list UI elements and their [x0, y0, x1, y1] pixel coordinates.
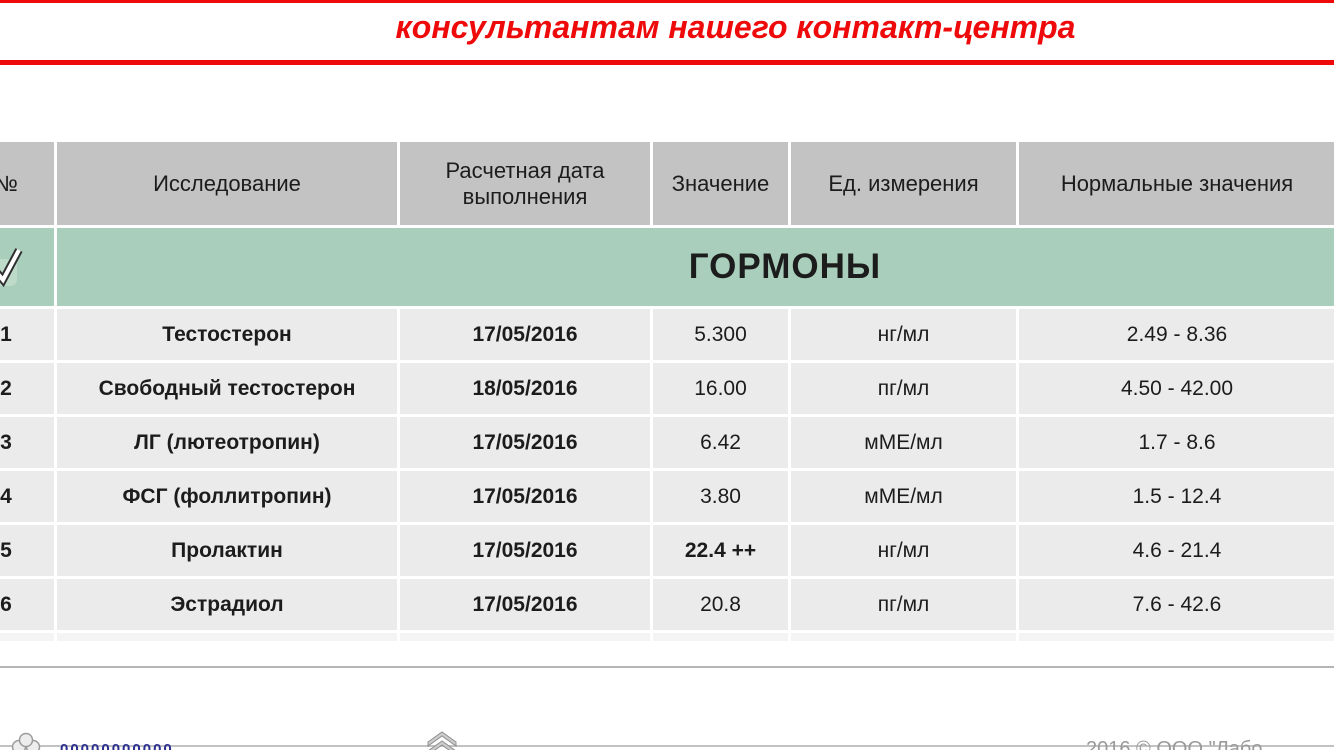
cell-number: 3 [0, 417, 54, 468]
flower-icon [10, 732, 42, 750]
cell-unit: мМЕ/мл [791, 471, 1016, 522]
cell-value: 16.00 [653, 363, 788, 414]
cell-value: 5.300 [653, 309, 788, 360]
cell-unit: мМЕ/мл [791, 417, 1016, 468]
cell-test-name: Тестостерон [57, 309, 397, 360]
table-empty-row [0, 633, 1334, 641]
cell-test-name: Пролактин [57, 525, 397, 576]
cell-test-name: Свободный тестостерон [57, 363, 397, 414]
cell-test-name: Эстрадиол [57, 579, 397, 630]
cell-date: 17/05/2016 [400, 417, 650, 468]
cell-normal-range: 1.5 - 12.4 [1019, 471, 1334, 522]
column-header-unit: Ед. измерения [791, 142, 1016, 225]
cell-normal-range: 4.6 - 21.4 [1019, 525, 1334, 576]
column-header-date: Расчетная дата выполнения [400, 142, 650, 225]
cell-normal-range: 1.7 - 8.6 [1019, 417, 1334, 468]
section-title: ГОРМОНЫ [57, 228, 1334, 306]
page-title: консультантам нашего контакт-центра [395, 9, 1076, 45]
copyright-text: 2016 © ООО "Лабо [1086, 738, 1263, 750]
cell-unit: нг/мл [791, 309, 1016, 360]
cell-number: 4 [0, 471, 54, 522]
column-header-normal: Нормальные значения [1019, 142, 1334, 225]
table-row: 3 ЛГ (лютеотропин) 17/05/2016 6.42 мМЕ/м… [0, 417, 1334, 468]
results-table: № Исследование Расчетная дата выполнения… [0, 139, 1334, 644]
cell-date: 17/05/2016 [400, 579, 650, 630]
cell-date: 17/05/2016 [400, 309, 650, 360]
cell-date: 17/05/2016 [400, 525, 650, 576]
column-header-test: Исследование [57, 142, 397, 225]
cell-normal-range: 2.49 - 8.36 [1019, 309, 1334, 360]
cell-value: 3.80 [653, 471, 788, 522]
column-header-number: № [0, 142, 54, 225]
chevron-up-icon[interactable] [426, 731, 458, 750]
footer-top-border [0, 745, 1334, 747]
table-header-row: № Исследование Расчетная дата выполнения… [0, 142, 1334, 225]
table-row: 1 Тестостерон 17/05/2016 5.300 нг/мл 2.4… [0, 309, 1334, 360]
document-body: консультантам нашего контакт-центра № Ис… [0, 0, 1334, 668]
table-row: 6 Эстрадиол 17/05/2016 20.8 пг/мл 7.6 - … [0, 579, 1334, 630]
cell-unit: пг/мл [791, 579, 1016, 630]
section-check-cell [0, 228, 54, 306]
cell-unit: нг/мл [791, 525, 1016, 576]
cell-number: 2 [0, 363, 54, 414]
red-divider [0, 60, 1334, 65]
cell-number: 5 [0, 525, 54, 576]
phone-link[interactable]: 00000000000 [60, 741, 174, 750]
cell-normal-range: 4.50 - 42.00 [1019, 363, 1334, 414]
table-row: 4 ФСГ (фоллитропин) 17/05/2016 3.80 мМЕ/… [0, 471, 1334, 522]
bottom-divider [0, 666, 1334, 668]
section-header-row: ГОРМОНЫ [0, 228, 1334, 306]
column-header-value: Значение [653, 142, 788, 225]
table-row: 5 Пролактин 17/05/2016 22.4 ++ нг/мл 4.6… [0, 525, 1334, 576]
cell-value: 20.8 [653, 579, 788, 630]
cell-number: 1 [0, 309, 54, 360]
cell-value-flagged: 22.4 ++ [653, 525, 788, 576]
cell-date: 18/05/2016 [400, 363, 650, 414]
cell-unit: пг/мл [791, 363, 1016, 414]
table-row: 2 Свободный тестостерон 18/05/2016 16.00… [0, 363, 1334, 414]
check-icon [0, 242, 24, 288]
cell-test-name: ФСГ (фоллитропин) [57, 471, 397, 522]
cell-date: 17/05/2016 [400, 471, 650, 522]
cell-number: 6 [0, 579, 54, 630]
top-red-divider [0, 0, 1334, 3]
cell-normal-range: 7.6 - 42.6 [1019, 579, 1334, 630]
cell-test-name: ЛГ (лютеотропин) [57, 417, 397, 468]
cell-value: 6.42 [653, 417, 788, 468]
